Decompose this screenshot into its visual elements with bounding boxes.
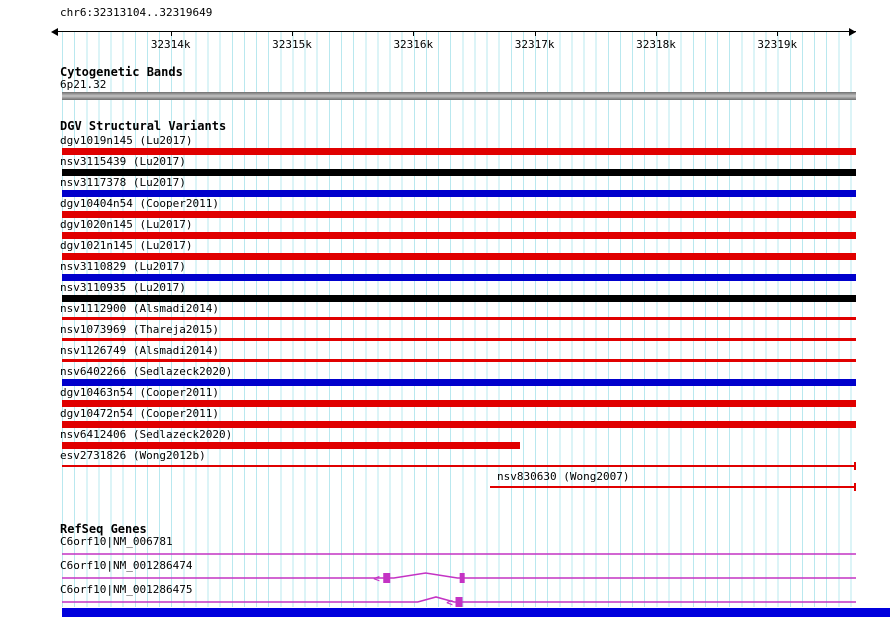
variant-label[interactable]: nsv1126749 (Alsmadi2014) (60, 344, 219, 357)
variant-label[interactable]: dgv10463n54 (Cooper2011) (60, 386, 219, 399)
ruler-tick (413, 32, 415, 36)
ruler-tick (292, 32, 293, 36)
gene-label[interactable]: C6orf10|NM_001286475 (60, 583, 193, 596)
ruler-tick (170, 32, 172, 36)
variant-label[interactable]: nsv3110935 (Lu2017) (60, 281, 186, 294)
variant-label[interactable]: esv2731826 (Wong2012b) (60, 449, 206, 462)
variant-bar[interactable] (62, 232, 856, 239)
cytobands-section-title: Cytogenetic Bands (60, 65, 183, 79)
ruler-tick-label: 32317k (514, 38, 555, 51)
cytoband-name: 6p21.32 (60, 78, 107, 91)
variant-label[interactable]: dgv1020n145 (Lu2017) (60, 218, 193, 231)
ruler-tick-label: 32315k (272, 38, 312, 51)
ruler-tick (655, 32, 657, 36)
variant-bar[interactable] (62, 465, 856, 467)
variant-bar[interactable] (62, 295, 856, 302)
variant-label[interactable]: nsv3117378 (Lu2017) (60, 176, 186, 189)
variant-end-marker (854, 462, 856, 470)
gene-line (62, 572, 856, 579)
ruler-line[interactable] (57, 31, 856, 32)
gene-glyph[interactable]: < (62, 594, 856, 610)
variant-bar[interactable] (62, 379, 856, 386)
variant-bar[interactable] (62, 317, 856, 320)
variant-bar[interactable] (62, 421, 856, 428)
variant-bar[interactable] (62, 274, 856, 281)
variant-label[interactable]: nsv6402266 (Sedlazeck2020) (60, 365, 233, 378)
ruler-tick-label: 32318k (636, 38, 676, 51)
gene-label[interactable]: C6orf10|NM_006781 (60, 535, 173, 548)
variant-label[interactable]: nsv830630 (Wong2007) (497, 470, 630, 483)
variant-label[interactable]: nsv3110829 (Lu2017) (60, 260, 186, 273)
variant-bar[interactable] (62, 148, 856, 155)
variant-bar[interactable] (62, 190, 856, 197)
variant-label[interactable]: nsv1073969 (Thareja2015) (60, 323, 219, 336)
gene-direction-arrow-icon: < (373, 572, 380, 585)
gene-label[interactable]: C6orf10|NM_001286474 (60, 559, 193, 572)
dgv-section-title: DGV Structural Variants (60, 119, 227, 133)
variant-bar[interactable] (62, 253, 856, 260)
variant-label[interactable]: nsv6412406 (Sedlazeck2020) (60, 428, 233, 441)
exon-box[interactable] (383, 573, 391, 583)
exon-box[interactable] (459, 573, 465, 583)
variant-label[interactable]: dgv1019n145 (Lu2017) (60, 134, 193, 147)
variant-label[interactable]: dgv10404n54 (Cooper2011) (60, 197, 219, 210)
ruler-tick-label: 32314k (150, 38, 191, 51)
region-label: chr6:32313104..32319649 (60, 6, 213, 19)
exon-box[interactable] (455, 597, 463, 607)
gene-glyph[interactable]: < (62, 570, 856, 586)
right-arrow-icon (849, 28, 856, 36)
variant-end-marker (854, 483, 856, 491)
ruler-tick-label: 32319k (757, 38, 798, 51)
variant-label[interactable]: nsv3115439 (Lu2017) (60, 155, 186, 168)
ruler-tick (534, 32, 536, 36)
ruler-tick (777, 32, 779, 36)
variant-bar[interactable] (62, 442, 521, 449)
left-arrow-icon (51, 28, 58, 36)
variant-bar[interactable] (62, 211, 856, 218)
variant-bar[interactable] (62, 400, 856, 407)
variant-label[interactable]: nsv1112900 (Alsmadi2014) (60, 302, 219, 315)
variant-bar[interactable] (62, 338, 856, 341)
variant-bar[interactable] (62, 169, 856, 176)
gene-direction-arrow-icon: < (446, 596, 453, 609)
variant-label[interactable]: dgv1021n145 (Lu2017) (60, 239, 193, 252)
cytoband-bar[interactable] (62, 92, 856, 100)
variant-label[interactable]: dgv10472n54 (Cooper2011) (60, 407, 219, 420)
refseq-section-title: RefSeq Genes (60, 522, 147, 536)
ruler-tick-label: 32316k (393, 38, 434, 51)
gene-line (62, 596, 856, 603)
gene-glyph[interactable] (62, 546, 856, 562)
bottom-blue-bar (62, 608, 890, 617)
variant-bar[interactable] (489, 486, 856, 488)
variant-bar[interactable] (62, 359, 856, 362)
